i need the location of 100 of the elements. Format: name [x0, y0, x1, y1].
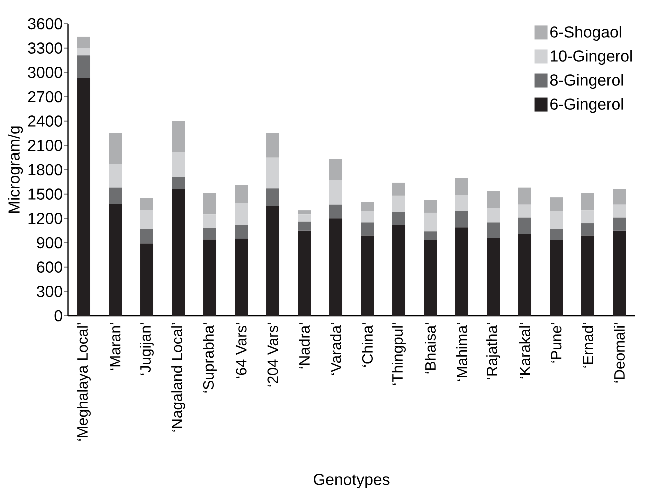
bar [298, 230, 312, 316]
bar [235, 203, 248, 226]
bar [487, 238, 500, 316]
bar [78, 78, 91, 316]
x-tick-label: ‘China’ [362, 323, 373, 367]
bar [330, 159, 343, 181]
bar [361, 222, 374, 236]
bar [487, 222, 500, 238]
bar [456, 195, 469, 212]
bar [392, 212, 406, 226]
bar [109, 164, 122, 188]
bar [424, 212, 438, 232]
x-tick-label: ‘Mahima’ [456, 323, 468, 382]
bar [109, 188, 122, 204]
x-tick-label: ‘Maran’ [110, 323, 121, 370]
x-tick-label: ‘Jugijan’ [140, 323, 154, 376]
x-tick-label: ‘Nagaland Local’ [172, 323, 186, 432]
bar [235, 185, 248, 204]
bar [424, 240, 438, 316]
bar [613, 218, 626, 231]
bar [582, 236, 595, 316]
bar [487, 208, 500, 223]
x-tick-label: ‘Pune’ [551, 323, 562, 363]
x-tick-label: ‘Ernad’ [582, 323, 594, 368]
bar [109, 133, 122, 164]
y-tick-label: 300 [37, 286, 62, 298]
legend-label: 8-Gingerol [550, 74, 624, 90]
bar [78, 36, 91, 48]
bar [518, 188, 532, 205]
bar [140, 210, 154, 230]
legend-label: 10-Gingerol [550, 50, 632, 66]
y-tick-label: 600 [37, 262, 62, 273]
bar [424, 232, 438, 241]
bar [172, 152, 186, 178]
bar [582, 224, 595, 236]
x-tick-label: ‘204 Vars’ [268, 323, 278, 387]
x-tick-label: ‘Bhaisa’ [425, 323, 436, 374]
y-tick-label: 1800 [28, 164, 62, 176]
x-tick-label: ‘Varada’ [330, 323, 342, 375]
bar [550, 198, 564, 212]
y-tick-label: 3600 [28, 18, 62, 30]
legend-label: 6-Gingerol [550, 98, 624, 114]
y-tick-label: 2400 [28, 116, 62, 127]
bar [140, 198, 154, 211]
x-tick-label: ‘Meghalaya Local’ [77, 323, 91, 441]
bar [361, 236, 374, 316]
x-tick-label: ‘Nadra’ [299, 323, 310, 369]
bar [550, 240, 564, 316]
bar [266, 188, 280, 206]
y-tick-label: 3300 [28, 42, 62, 54]
bar [204, 194, 217, 215]
bar [613, 204, 626, 218]
bar [550, 229, 564, 241]
bar [582, 210, 595, 224]
x-tick-label: ‘64 Vars’ [236, 323, 247, 378]
bar [140, 244, 154, 316]
bar [330, 180, 343, 205]
bar [298, 214, 312, 222]
bar [518, 218, 532, 234]
bar [582, 194, 595, 211]
bar [298, 210, 312, 215]
bar [361, 202, 374, 212]
bar [172, 189, 186, 316]
bar [392, 182, 406, 196]
x-tick-label: ‘Deomali’ [614, 323, 625, 383]
bar [361, 211, 374, 223]
bar [266, 158, 280, 189]
x-axis-title: Genotypes [314, 474, 390, 488]
bar [550, 211, 564, 230]
y-tick-label: 1200 [28, 213, 62, 224]
y-axis-title: Microgram/g [8, 126, 24, 213]
bar [424, 200, 438, 213]
bar [140, 229, 154, 244]
bar [172, 121, 186, 152]
bar [456, 178, 469, 196]
bar [204, 240, 217, 316]
y-tick-label: 1500 [28, 188, 62, 200]
bar [204, 228, 217, 240]
x-tick-label: ‘Karakal’ [520, 323, 530, 379]
bar [456, 211, 469, 228]
bar [613, 189, 626, 205]
bar [235, 238, 248, 316]
bar [266, 206, 280, 316]
bar [518, 204, 532, 218]
bar [78, 48, 91, 56]
y-tick-label: 2700 [28, 91, 62, 103]
bar [487, 191, 500, 208]
bar [235, 225, 248, 239]
x-tick-label: ‘Thingpul’ [392, 323, 406, 386]
bar [266, 133, 280, 158]
y-tick-label: 2100 [28, 140, 62, 152]
bar [392, 225, 406, 316]
bar [392, 196, 406, 212]
bar [518, 234, 532, 316]
bar [298, 222, 312, 231]
bar [78, 56, 91, 78]
bar [456, 228, 469, 316]
legend-label: 6-Shogaol [550, 26, 622, 42]
x-tick-label: ‘Suprabha’ [203, 323, 217, 393]
bar [109, 204, 122, 316]
